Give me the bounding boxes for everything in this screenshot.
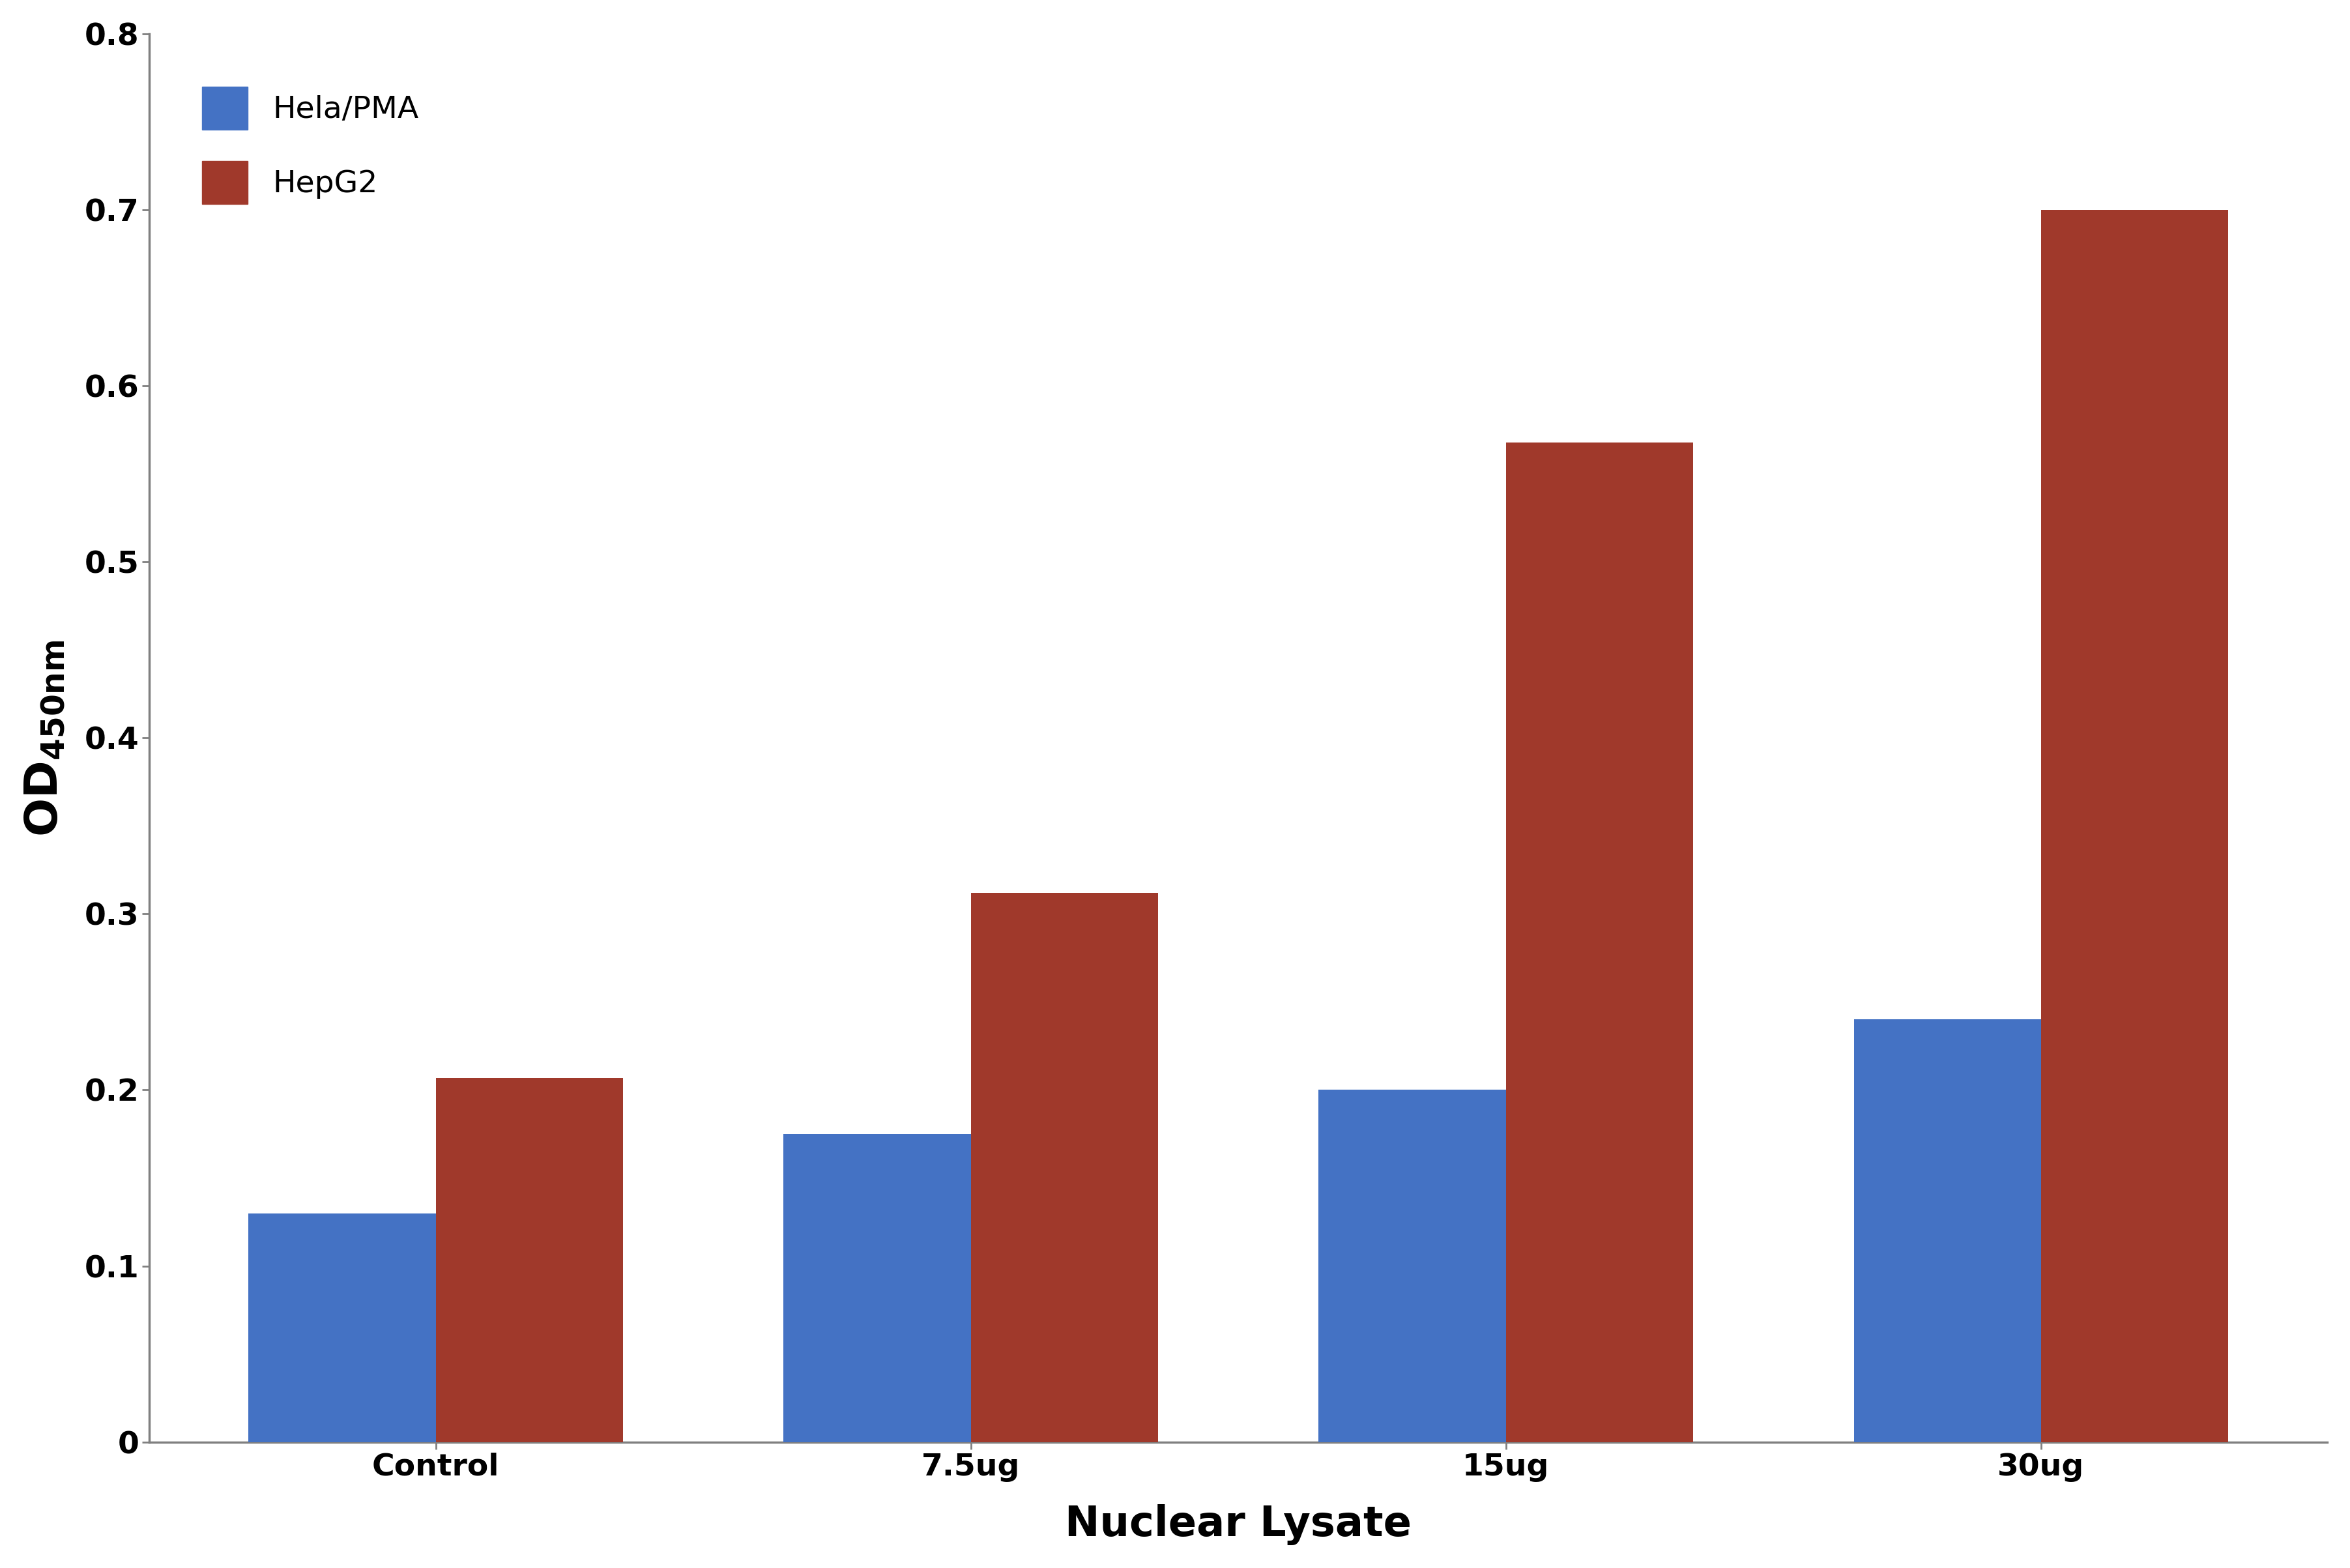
Legend: Hela/PMA, HepG2: Hela/PMA, HepG2 [164, 50, 456, 241]
Bar [783, 1134, 971, 1443]
Bar [1854, 1019, 2042, 1443]
Bar [1318, 1090, 1506, 1443]
X-axis label: Nuclear Lysate: Nuclear Lysate [1065, 1504, 1412, 1546]
Bar [2042, 210, 2228, 1443]
Bar [435, 1077, 623, 1443]
Bar [249, 1214, 435, 1443]
Bar [1506, 442, 1694, 1443]
Bar [971, 892, 1159, 1443]
Y-axis label: $\mathbf{OD_{450nm}}$: $\mathbf{OD_{450nm}}$ [24, 640, 66, 836]
